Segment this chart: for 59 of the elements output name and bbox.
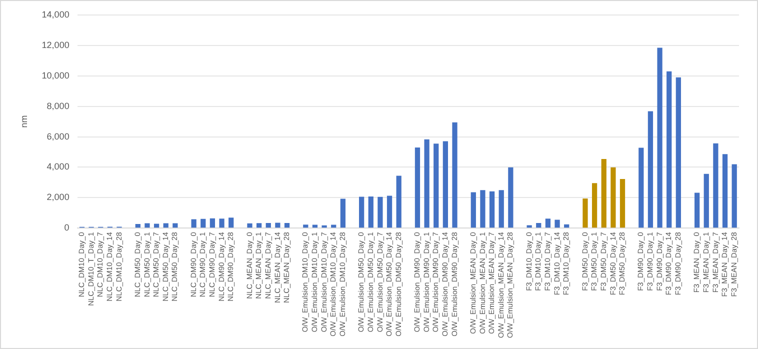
bar bbox=[554, 220, 560, 228]
y-tick-label: 4,000 bbox=[46, 162, 70, 172]
bar bbox=[498, 190, 504, 228]
y-tick-label: 0 bbox=[64, 222, 70, 233]
bar bbox=[256, 223, 262, 228]
bar bbox=[266, 222, 271, 228]
bar bbox=[442, 141, 448, 228]
bar bbox=[228, 218, 234, 228]
bar bbox=[303, 224, 308, 228]
bar bbox=[368, 196, 374, 228]
bar bbox=[480, 190, 486, 228]
bar bbox=[545, 218, 551, 228]
y-tick-label: 2,000 bbox=[46, 192, 70, 202]
bar bbox=[722, 154, 728, 228]
bar bbox=[191, 219, 196, 228]
bar bbox=[704, 174, 709, 228]
bar bbox=[424, 139, 430, 228]
bar bbox=[386, 196, 392, 228]
y-tick-label: 12,000 bbox=[42, 40, 70, 50]
bar bbox=[470, 192, 476, 228]
bar bbox=[135, 224, 140, 228]
bar bbox=[378, 196, 383, 228]
bar bbox=[452, 122, 458, 228]
bar bbox=[582, 198, 588, 228]
y-axis-title: nm bbox=[18, 115, 29, 128]
bar bbox=[666, 71, 672, 228]
y-tick-label: 6,000 bbox=[46, 131, 70, 142]
bar bbox=[694, 192, 700, 228]
bar bbox=[648, 111, 654, 228]
bar bbox=[489, 191, 495, 228]
y-tick-label: 14,000 bbox=[42, 9, 70, 20]
bar bbox=[396, 176, 402, 228]
bar bbox=[275, 222, 280, 228]
bar bbox=[676, 77, 681, 228]
bar bbox=[210, 218, 216, 228]
bar bbox=[610, 167, 616, 228]
bar bbox=[620, 178, 626, 228]
y-tick-label: 8,000 bbox=[46, 100, 70, 111]
bar bbox=[638, 148, 644, 228]
bar bbox=[359, 196, 364, 228]
bar bbox=[508, 167, 514, 228]
bar bbox=[144, 223, 150, 228]
bar bbox=[322, 225, 327, 228]
bar bbox=[200, 218, 206, 228]
bar bbox=[247, 223, 252, 228]
bar bbox=[414, 147, 420, 228]
bar bbox=[601, 159, 606, 228]
bar bbox=[219, 218, 224, 228]
bar bbox=[526, 225, 532, 228]
bar bbox=[713, 143, 718, 228]
bar bbox=[340, 198, 346, 228]
bar bbox=[592, 183, 598, 228]
bar bbox=[732, 164, 737, 228]
bar bbox=[434, 144, 439, 228]
y-tick-label: 10,000 bbox=[42, 70, 70, 80]
bar bbox=[154, 224, 160, 228]
bar bbox=[284, 222, 290, 228]
bar bbox=[536, 222, 542, 228]
bar bbox=[657, 48, 662, 228]
